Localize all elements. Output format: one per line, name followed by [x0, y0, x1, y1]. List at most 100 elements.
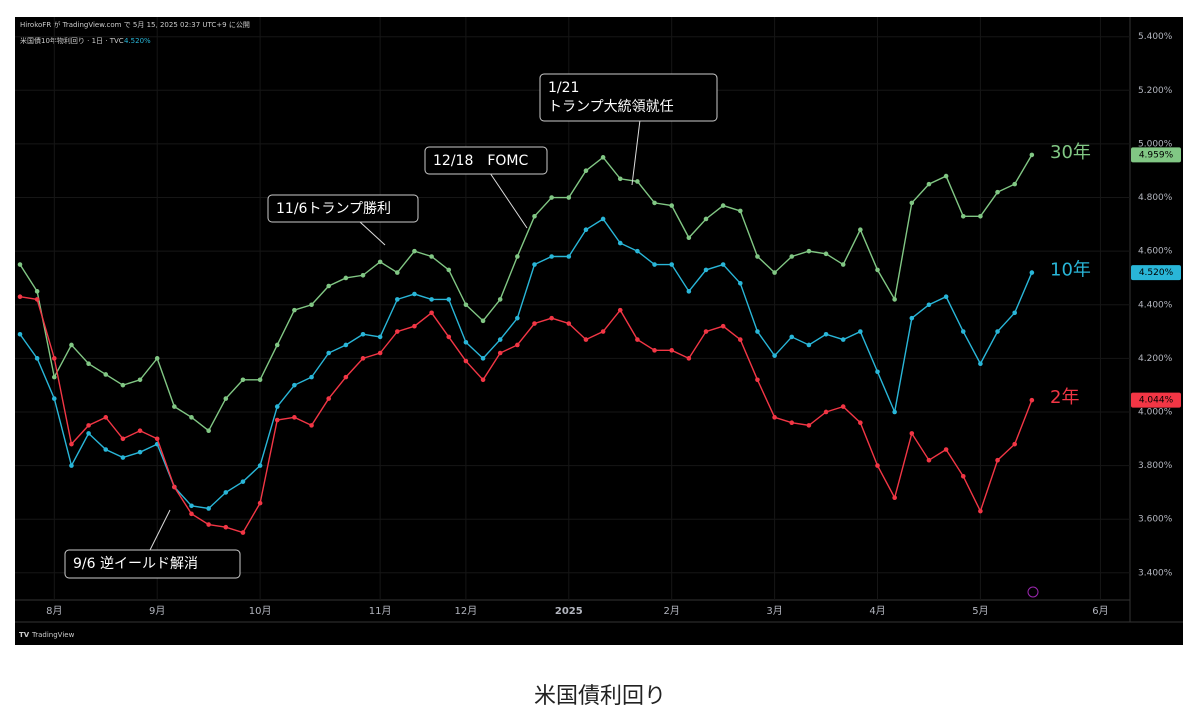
data-point — [943, 294, 949, 300]
data-point — [960, 474, 966, 479]
data-point — [480, 356, 486, 361]
data-point — [600, 329, 606, 334]
data-point — [669, 262, 674, 267]
data-point — [86, 361, 91, 367]
data-point — [840, 262, 846, 267]
data-point — [429, 297, 434, 302]
data-point — [978, 213, 983, 219]
data-point — [995, 189, 1000, 195]
annotation-text: トランプ大統領就任 — [548, 98, 674, 115]
data-point — [789, 254, 795, 259]
data-point — [635, 179, 640, 184]
brand-logo: TV — [19, 631, 30, 639]
data-point — [600, 155, 606, 160]
y-tick-label: 4.000% — [1138, 407, 1173, 417]
data-point — [858, 329, 863, 334]
annotation-text: 1/21 — [548, 80, 579, 96]
data-point — [892, 409, 897, 415]
data-point — [720, 323, 726, 329]
caption: 米国債利回り — [534, 684, 666, 709]
data-point — [395, 297, 400, 302]
data-point — [137, 428, 143, 434]
x-tick-label: 12月 — [455, 605, 478, 617]
data-point — [377, 259, 383, 265]
chart-background — [15, 17, 1183, 645]
data-point — [172, 484, 177, 490]
data-point — [532, 213, 537, 219]
data-point — [274, 342, 280, 348]
data-point — [103, 372, 109, 377]
price-tag — [1131, 147, 1181, 163]
data-point — [34, 289, 40, 294]
data-point — [463, 339, 469, 345]
data-point — [326, 396, 332, 401]
y-tick-label: 3.400% — [1138, 568, 1173, 578]
data-point — [360, 331, 366, 337]
data-point — [292, 382, 297, 388]
data-point — [412, 323, 417, 329]
data-point — [789, 334, 795, 340]
data-point — [617, 176, 623, 182]
data-point — [326, 283, 332, 289]
data-point — [686, 235, 692, 241]
data-point — [360, 356, 366, 361]
data-point — [635, 248, 640, 254]
data-point — [480, 318, 486, 324]
data-point — [223, 490, 229, 495]
data-point — [978, 508, 983, 514]
symbol-value: 4.520% — [124, 37, 151, 45]
data-point — [257, 377, 263, 383]
data-point — [343, 374, 349, 380]
price-tag-label: 4.520% — [1139, 268, 1174, 278]
data-point — [429, 310, 434, 316]
data-point — [669, 203, 674, 208]
data-point — [1029, 397, 1035, 403]
data-point — [103, 447, 109, 452]
x-tick-label: 6月 — [1092, 605, 1108, 617]
data-point — [189, 511, 194, 517]
data-point — [617, 307, 623, 313]
data-point — [926, 457, 932, 463]
data-point — [377, 350, 383, 356]
y-tick-label: 4.600% — [1138, 247, 1173, 257]
data-point — [52, 356, 57, 361]
data-point — [274, 417, 280, 423]
price-tag-label: 4.959% — [1139, 150, 1174, 160]
data-point — [206, 506, 211, 511]
series-line — [19, 218, 1033, 510]
legend-entry: 30年 — [1050, 142, 1091, 163]
data-point — [960, 329, 966, 334]
annotation-text: 9/6 逆イールド解消 — [73, 556, 198, 572]
data-point — [274, 404, 280, 409]
y-tick-label: 5.200% — [1138, 86, 1173, 96]
header-text: HirokoFR が TradingView.com で 5月 15, 2025… — [20, 20, 250, 29]
data-point — [772, 353, 777, 358]
data-point — [515, 315, 520, 321]
brand-text: TradingView — [31, 631, 75, 639]
data-point — [943, 447, 949, 452]
data-point — [137, 377, 143, 383]
data-point — [669, 348, 674, 353]
data-point — [549, 195, 554, 200]
data-point — [240, 530, 246, 535]
y-tick-label: 5.400% — [1138, 32, 1173, 42]
data-point — [703, 216, 709, 222]
data-point — [686, 356, 692, 361]
data-point — [17, 262, 23, 267]
data-point — [34, 356, 40, 361]
data-point — [875, 463, 880, 468]
data-point — [412, 248, 417, 254]
data-point — [52, 374, 57, 380]
annotation-text: 11/6トランプ勝利 — [276, 201, 391, 217]
data-point — [69, 463, 74, 468]
price-tag — [1131, 392, 1181, 408]
data-point — [515, 254, 520, 259]
data-point — [789, 420, 795, 425]
y-tick-label: 4.400% — [1138, 300, 1173, 310]
pointer — [149, 509, 171, 551]
data-point — [1012, 441, 1017, 447]
data-point — [978, 361, 983, 367]
data-point — [652, 348, 657, 353]
data-point — [343, 342, 349, 348]
pointer — [489, 172, 528, 229]
